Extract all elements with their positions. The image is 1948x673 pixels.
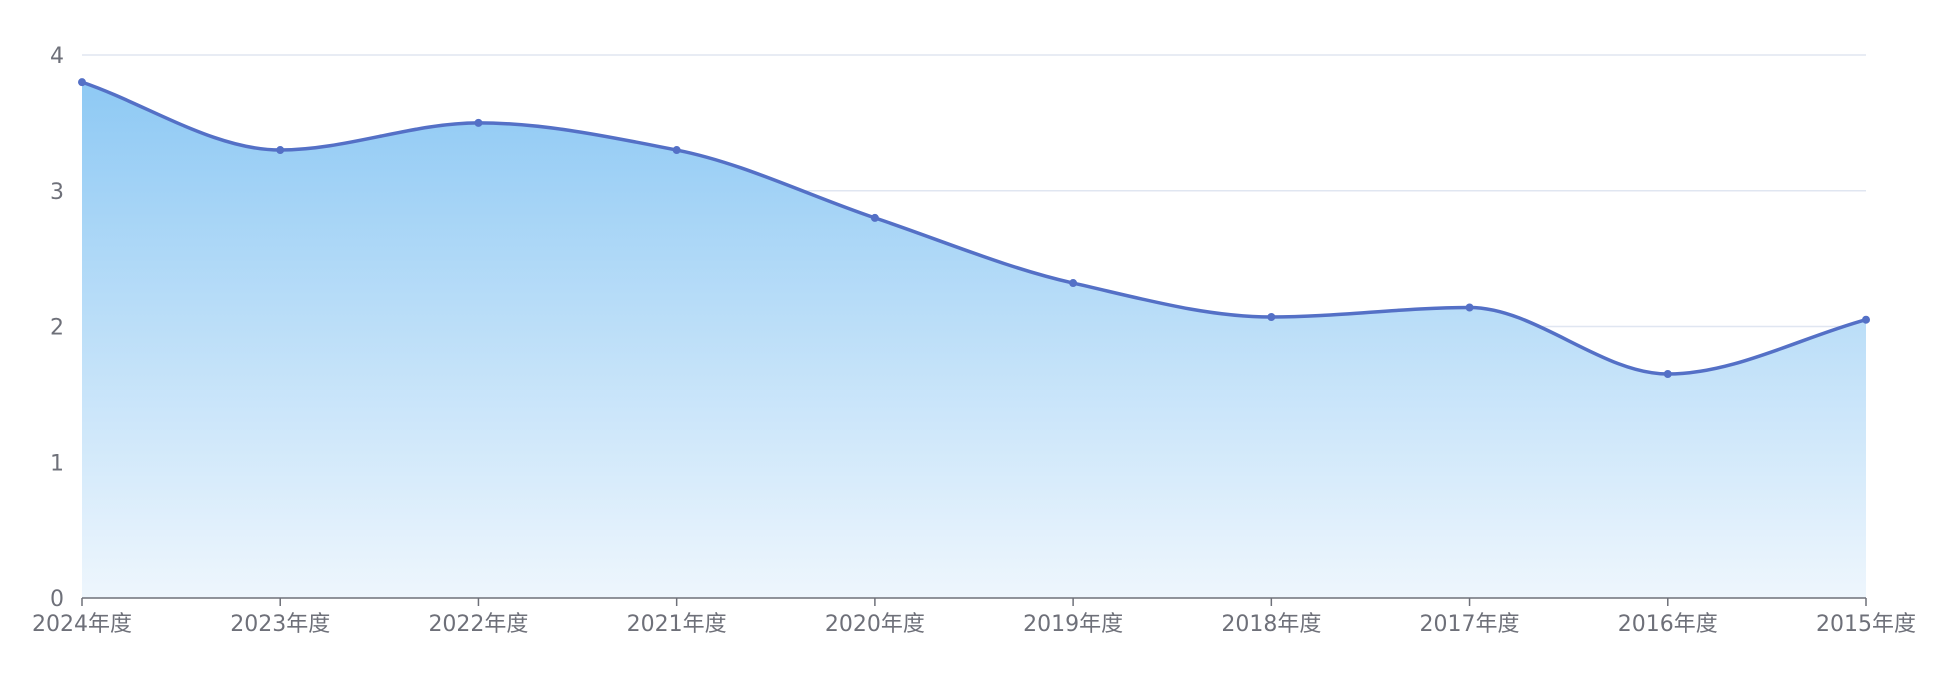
series-line — [81, 80, 1867, 376]
y-tick-label: 4 — [50, 44, 64, 69]
data-point — [78, 78, 86, 87]
data-point — [276, 146, 285, 155]
series-line-layer — [81, 80, 1867, 376]
data-point — [672, 146, 681, 155]
x-tick-label: 2016年度 — [1618, 612, 1718, 637]
x-axis — [81, 597, 1867, 606]
x-tick-label: 2019年度 — [1023, 612, 1123, 637]
data-point — [1267, 312, 1276, 321]
x-tick-label: 2022年度 — [428, 612, 528, 637]
x-tick-label: 2017年度 — [1420, 612, 1520, 637]
y-tick-label: 0 — [50, 587, 64, 612]
x-tick-label: 2023年度 — [230, 612, 330, 637]
area-fill-layer — [82, 82, 1866, 598]
x-tick-label: 2021年度 — [627, 612, 727, 637]
x-tick-label: 2020年度 — [825, 612, 925, 637]
x-tick-label: 2024年度 — [32, 612, 132, 637]
x-tick-label: 2018年度 — [1221, 612, 1321, 637]
x-axis-tick-labels: 2024年度 2023年度 2022年度 2021年度 2020年度 2019年度 2018… — [32, 612, 1916, 637]
y-tick-label: 2 — [50, 316, 64, 341]
data-point — [870, 213, 879, 222]
area-fill — [82, 82, 1866, 598]
data-point — [1465, 303, 1474, 312]
data-points — [78, 78, 1870, 379]
y-tick-label: 1 — [50, 451, 64, 476]
data-point — [1069, 279, 1078, 288]
data-point — [1862, 315, 1870, 324]
y-tick-label: 3 — [50, 180, 64, 205]
y-axis-tick-labels: 0 1 2 3 4 — [50, 44, 64, 612]
data-point — [474, 118, 483, 127]
data-point — [1663, 370, 1672, 379]
x-tick-label: 2015年度 — [1816, 612, 1916, 637]
